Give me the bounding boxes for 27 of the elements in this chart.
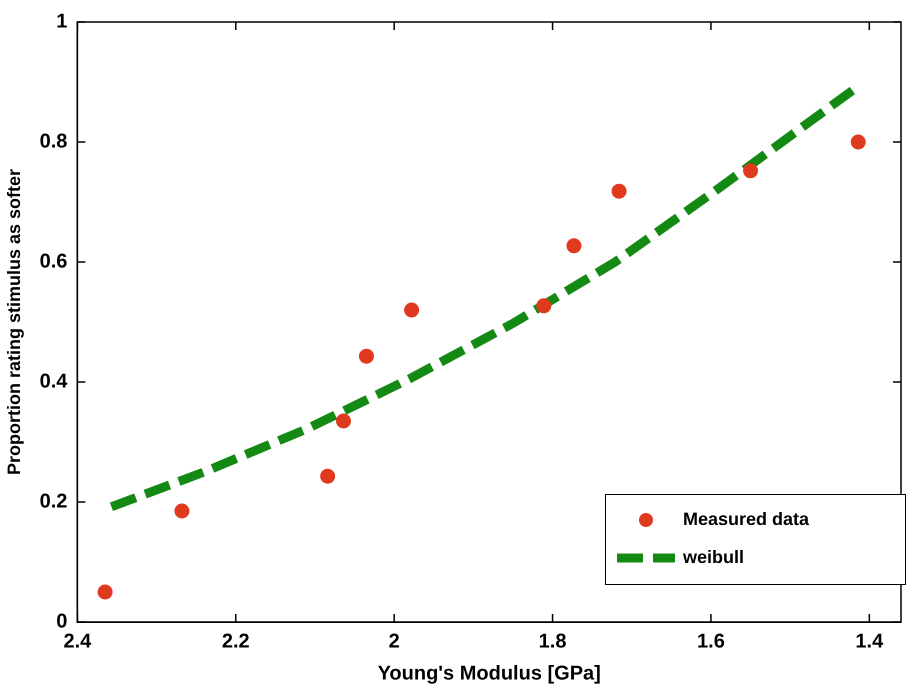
x-tick-label: 1.6 xyxy=(697,630,725,653)
x-tick-label: 1.8 xyxy=(538,630,566,653)
x-tick-label: 1.4 xyxy=(855,630,884,653)
point xyxy=(743,163,758,178)
y-axis-title: Proportion rating stimulus as softer xyxy=(4,168,24,476)
y-tick-label: 0 xyxy=(56,610,68,633)
point xyxy=(174,504,190,518)
y-tick-label: 1 xyxy=(56,10,68,33)
y-tick-label: 0.4 xyxy=(40,370,68,393)
x-axis-title: Young's Modulus [GPa] xyxy=(378,662,601,685)
point xyxy=(536,298,552,314)
point xyxy=(612,184,627,199)
legend-label: Measured data xyxy=(683,508,810,529)
x-tick-label: 2 xyxy=(388,630,400,653)
point xyxy=(98,584,113,600)
point xyxy=(320,468,336,484)
point xyxy=(358,348,374,364)
x-tick-label: 2.4 xyxy=(63,630,92,653)
y-tick-label: 0.8 xyxy=(40,130,68,153)
point xyxy=(404,302,420,318)
x-tick-label: 2.2 xyxy=(222,630,250,653)
point xyxy=(850,134,866,150)
point xyxy=(336,414,351,428)
y-tick-label: 0.2 xyxy=(40,490,68,513)
point xyxy=(566,238,582,254)
y-tick-label: 0.6 xyxy=(40,250,68,273)
legend-label: weibull xyxy=(682,546,744,567)
